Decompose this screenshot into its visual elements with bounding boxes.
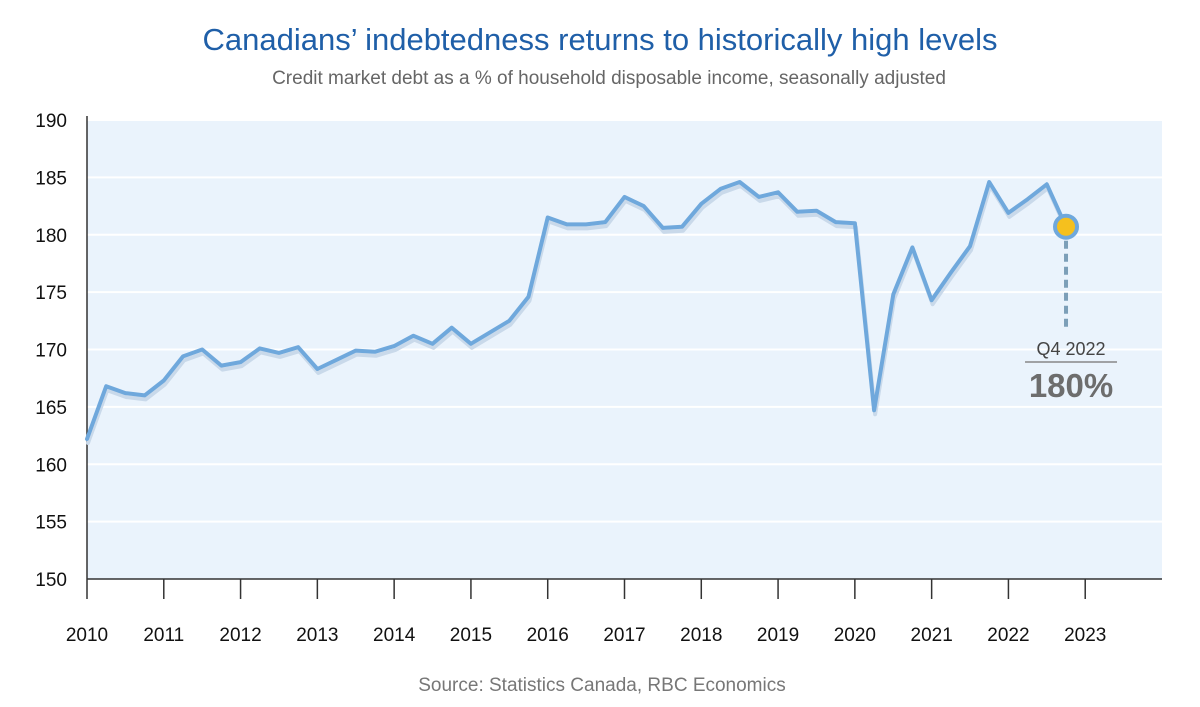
data-point: [1006, 211, 1010, 215]
data-point: [200, 348, 204, 352]
data-point: [795, 210, 799, 214]
x-tick-label-2015: 2015: [450, 625, 492, 646]
data-point: [373, 350, 377, 354]
data-point: [642, 204, 646, 208]
chart-source: Source: Statistics Canada, RBC Economics: [418, 675, 786, 696]
data-point: [354, 349, 358, 353]
chart-title: Canadians’ indebtedness returns to histo…: [202, 22, 998, 57]
x-tick-label-2012: 2012: [219, 625, 261, 646]
data-point: [315, 367, 319, 371]
annotation-label: Q4 2022: [1036, 339, 1105, 359]
data-point: [872, 408, 876, 412]
y-tick-label-165: 165: [35, 398, 67, 419]
data-point: [527, 295, 531, 299]
data-point: [1026, 197, 1030, 201]
data-point: [565, 222, 569, 226]
data-point: [469, 342, 473, 346]
x-tick-label-2013: 2013: [296, 625, 338, 646]
annotation: Q4 2022 180%: [1025, 213, 1118, 404]
data-point: [910, 245, 914, 249]
data-point: [431, 342, 435, 346]
data-point: [411, 334, 415, 338]
y-tick-label-190: 190: [35, 111, 67, 132]
x-tick-label-2018: 2018: [680, 625, 722, 646]
x-tick-label-2016: 2016: [527, 625, 569, 646]
data-point: [507, 319, 511, 323]
data-point: [104, 384, 108, 388]
series-line-shadow: [86, 184, 1069, 445]
data-point: [488, 330, 492, 334]
data-point: [853, 221, 857, 225]
data-point: [335, 358, 339, 362]
data-point: [392, 344, 396, 348]
gridlines: [87, 119, 1162, 523]
data-point: [450, 326, 454, 330]
x-axis: 2010 2011 2012 2013 2014 2015 2016 2017 2018 2019…: [66, 578, 1162, 646]
data-point: [968, 244, 972, 248]
data-point: [738, 180, 742, 184]
data-point: [1045, 182, 1049, 186]
data-point: [603, 220, 607, 224]
x-tick-label-2017: 2017: [603, 625, 645, 646]
y-axis: 150 155 160 165 170 175 180 185 190: [35, 111, 88, 591]
data-point: [296, 345, 300, 349]
y-tick-label-180: 180: [35, 226, 67, 247]
data-point: [239, 360, 243, 364]
data-point: [987, 180, 991, 184]
x-tick-label-2011: 2011: [143, 625, 184, 646]
x-tick-label-2014: 2014: [373, 625, 416, 646]
latest-point-marker: [1053, 213, 1080, 240]
data-point: [258, 346, 262, 350]
series-line: [85, 180, 1068, 441]
data-point: [699, 202, 703, 206]
x-tick-label-2023: 2023: [1064, 625, 1106, 646]
x-tick-label-2019: 2019: [757, 625, 799, 646]
x-tick-label-2010: 2010: [66, 625, 108, 646]
x-tick-label-2021: 2021: [911, 625, 953, 646]
data-point: [546, 216, 550, 220]
data-point: [757, 195, 761, 199]
y-tick-label-185: 185: [35, 168, 67, 189]
y-tick-label-160: 160: [35, 455, 67, 476]
data-point: [181, 354, 185, 358]
data-point: [85, 437, 89, 441]
data-point: [776, 190, 780, 194]
annotation-value: 180%: [1029, 367, 1113, 404]
y-tick-label-155: 155: [35, 513, 67, 534]
data-point: [584, 222, 588, 226]
data-point: [719, 187, 723, 191]
data-point: [623, 195, 627, 199]
data-point: [891, 292, 895, 296]
series-layer: [85, 180, 1069, 445]
chart-subtitle: Credit market debt as a % of household d…: [272, 68, 946, 89]
y-tick-label-170: 170: [35, 341, 67, 362]
data-point: [815, 209, 819, 213]
data-point: [143, 393, 147, 397]
x-tick-label-2020: 2020: [834, 625, 876, 646]
x-tick-label-2022: 2022: [987, 625, 1029, 646]
y-tick-label-175: 175: [35, 283, 67, 304]
data-point: [277, 351, 281, 355]
data-point: [661, 226, 665, 230]
data-point: [834, 220, 838, 224]
data-point: [680, 225, 684, 229]
data-point: [930, 298, 934, 302]
data-point: [949, 271, 953, 275]
data-point: [123, 391, 127, 395]
data-point: [219, 364, 223, 368]
data-point: [162, 379, 166, 383]
y-tick-label-150: 150: [35, 570, 67, 591]
